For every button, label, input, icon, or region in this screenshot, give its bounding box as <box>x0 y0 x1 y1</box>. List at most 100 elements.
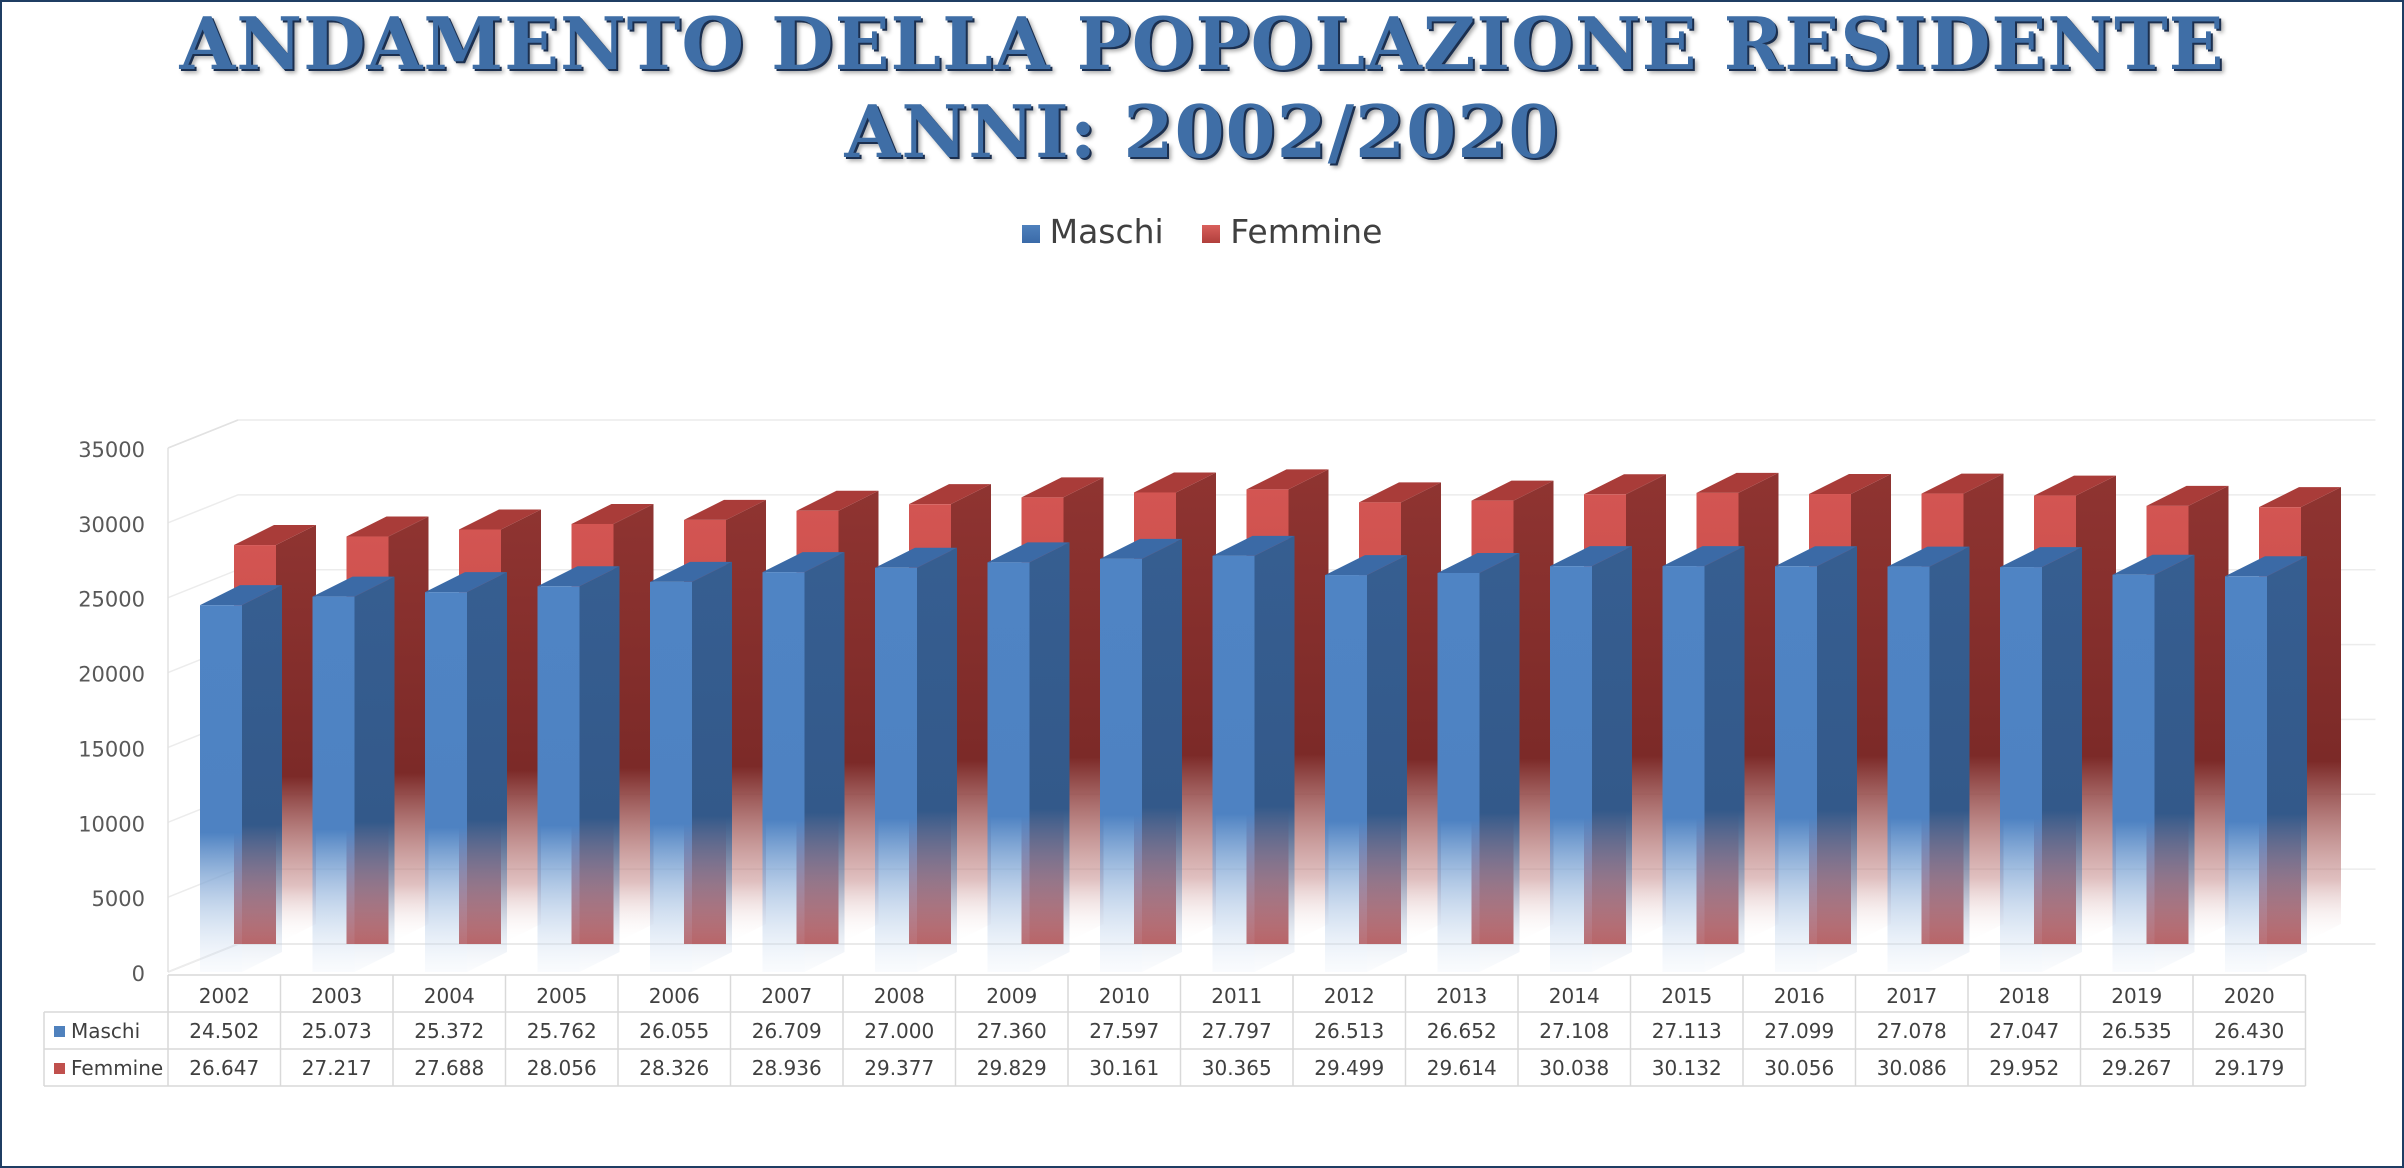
table-cell: 29.377 <box>864 1056 934 1080</box>
bar-maschi-side <box>804 552 845 972</box>
y-tick-label: 10000 <box>78 812 145 836</box>
bar-femmine-top <box>1809 474 1891 495</box>
bar-femmine-side <box>2076 475 2116 944</box>
bar-femmine-side <box>501 509 541 944</box>
y-tick-label: 20000 <box>78 663 145 687</box>
bar-maschi-side <box>1592 546 1632 972</box>
bar-femmine-top <box>346 516 429 537</box>
bar-femmine-side <box>388 516 429 944</box>
x-tick-label: 2016 <box>1774 984 1825 1008</box>
table-cell: 28.326 <box>639 1056 709 1080</box>
bar-maschi-top <box>425 572 507 593</box>
bar-maschi <box>2225 576 2267 972</box>
bar-femmine-top <box>2259 487 2341 508</box>
bar-maschi-side <box>692 561 732 972</box>
table-swatch-femmine <box>54 1063 65 1074</box>
bar-maschi <box>1437 572 1480 972</box>
x-tick-label: 2020 <box>2224 984 2275 1008</box>
table-cell: 25.372 <box>414 1019 484 1043</box>
bar-maschi <box>987 562 1030 972</box>
bar-maschi-side <box>2154 554 2195 972</box>
legend-swatch-femmine <box>1202 224 1221 243</box>
gridline <box>167 419 2376 449</box>
bar-femmine-side <box>1963 473 2004 944</box>
bar-femmine-side <box>1401 482 1441 944</box>
chart-legend: Maschi Femmine <box>0 212 2404 251</box>
y-tick-label: 25000 <box>78 588 145 612</box>
bar-femmine-top <box>1359 482 1441 503</box>
table-cell: 28.056 <box>527 1056 597 1080</box>
table-cell: 26.430 <box>2214 1019 2284 1043</box>
bar-maschi <box>425 592 467 972</box>
legend-label-femmine: Femmine <box>1230 212 1383 251</box>
bar-maschi-side <box>354 576 395 972</box>
table-swatch-maschi <box>54 1026 65 1037</box>
bar-femmine-side <box>726 499 766 944</box>
x-tick-label: 2018 <box>1999 984 2050 1008</box>
bar-maschi-top <box>1662 546 1745 567</box>
table-cell: 27.078 <box>1877 1019 1947 1043</box>
bar-femmine-top <box>1696 472 1779 493</box>
table-cell: 27.099 <box>1764 1019 1834 1043</box>
bar-maschi <box>1212 555 1255 972</box>
bar-femmine-top <box>1021 477 1104 498</box>
bar-maschi-top <box>650 561 732 582</box>
bar-maschi <box>1325 575 1367 972</box>
x-tick-label: 2011 <box>1211 984 1262 1008</box>
bar-maschi-side <box>1254 535 1295 972</box>
bar-femmine-side <box>1738 472 1779 944</box>
bar-maschi-top <box>1437 552 1520 573</box>
bar-femmine-side <box>951 484 991 944</box>
legend-label-maschi: Maschi <box>1049 212 1164 251</box>
wall-edge <box>167 419 239 449</box>
bar-maschi-side <box>1142 538 1182 972</box>
bar-femmine-top <box>571 503 654 524</box>
table-row-header-maschi: Maschi <box>71 1019 140 1043</box>
x-tick-label: 2005 <box>536 984 587 1008</box>
bar-maschi-top <box>762 552 845 573</box>
bar-femmine-top <box>1134 472 1216 493</box>
bar-femmine-side <box>1176 472 1216 944</box>
bar-maschi-side <box>917 547 957 972</box>
bar-maschi <box>1775 566 1817 972</box>
x-tick-label: 2013 <box>1436 984 1487 1008</box>
bar-maschi <box>650 581 692 972</box>
table-row-header-femmine: Femmine <box>71 1056 163 1080</box>
bar-femmine-side <box>276 525 316 944</box>
bar-femmine-top <box>1471 480 1554 501</box>
x-tick-label: 2010 <box>1099 984 1150 1008</box>
bar-maschi-top <box>1212 535 1295 556</box>
bar-femmine-side <box>2188 485 2229 944</box>
bar-maschi <box>200 605 242 972</box>
table-cell: 27.217 <box>302 1056 372 1080</box>
y-tick-label: 0 <box>132 962 145 986</box>
chart-subtitle: ANNI: 2002/2020 <box>844 89 1560 174</box>
y-tick-label: 35000 <box>78 438 145 462</box>
bar-maschi-top <box>2112 554 2195 575</box>
y-tick-label: 15000 <box>78 737 145 761</box>
bar-maschi <box>1887 566 1930 972</box>
table-cell: 27.797 <box>1202 1019 1272 1043</box>
table-cell: 27.108 <box>1539 1019 1609 1043</box>
bar-femmine-top <box>1246 469 1329 490</box>
bars <box>200 469 2341 972</box>
bar-femmine-top <box>2146 485 2229 506</box>
bar-maschi-top <box>875 547 957 568</box>
bar-femmine-top <box>1584 474 1666 495</box>
bar-maschi-top <box>1325 555 1407 576</box>
bar-maschi-side <box>1029 542 1070 972</box>
table-cell: 29.499 <box>1314 1056 1384 1080</box>
bar-maschi-side <box>2042 547 2082 972</box>
table-cell: 29.829 <box>977 1056 1047 1080</box>
x-tick-label: 2014 <box>1549 984 1600 1008</box>
table-cell: 26.709 <box>752 1019 822 1043</box>
bar-femmine-top <box>1921 473 2004 494</box>
bar-maschi-side <box>1367 555 1407 972</box>
x-tick-label: 2017 <box>1886 984 1937 1008</box>
bar-maschi-side <box>579 566 620 972</box>
bar-femmine-side <box>1288 469 1329 944</box>
table-cell: 28.936 <box>752 1056 822 1080</box>
table-cell: 29.614 <box>1427 1056 1497 1080</box>
bar-maschi-top <box>200 585 282 606</box>
